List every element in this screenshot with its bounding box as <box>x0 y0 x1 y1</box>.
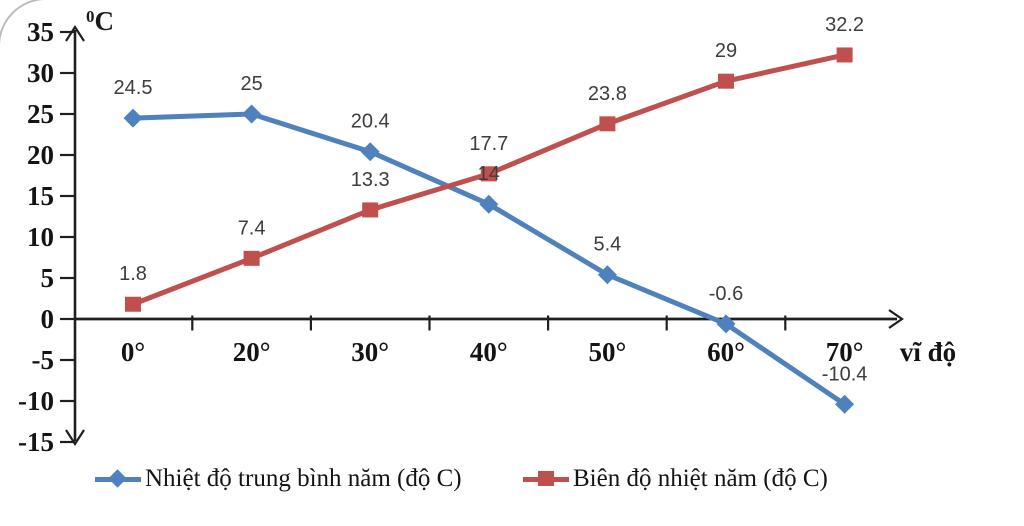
data-point-diamond <box>835 394 855 414</box>
y-tick-label: -10 <box>18 386 54 416</box>
y-axis-down-arrow-icon <box>65 429 85 447</box>
legend-swatch-blue <box>95 468 141 490</box>
data-point-square <box>718 73 734 89</box>
x-tick-label: 70° <box>826 337 864 367</box>
data-point-diamond <box>123 108 143 128</box>
y-axis-up-arrow-icon <box>65 24 85 42</box>
y-tick-label: 20 <box>27 140 54 170</box>
data-label: -10.4 <box>822 363 868 385</box>
y-tick-label: -15 <box>18 427 54 457</box>
data-point-diamond <box>716 314 736 334</box>
x-tick-label: 0° <box>121 337 145 367</box>
x-tick-label: 40° <box>470 337 508 367</box>
data-point-diamond <box>242 104 262 124</box>
data-label: 25 <box>240 73 262 95</box>
y-axis-unit-sup: 0 <box>86 7 95 26</box>
data-point-square <box>599 116 616 132</box>
data-label: 7.4 <box>238 217 266 239</box>
data-point-square <box>125 296 141 312</box>
x-tick-label: 60° <box>707 337 745 367</box>
data-point-diamond <box>360 142 380 162</box>
chart-legend: Nhiệt độ trung bình năm (độ C) Biên độ n… <box>0 464 1024 498</box>
x-tick-label: 20° <box>233 337 271 367</box>
y-tick-label: -5 <box>32 345 55 375</box>
data-label: 29 <box>715 40 737 62</box>
data-label: 13.3 <box>351 169 390 191</box>
legend-label: Nhiệt độ trung bình năm (độ C) <box>145 465 462 492</box>
y-axis-unit-label: 0C <box>86 6 114 37</box>
y-tick-label: 25 <box>27 99 54 129</box>
data-label: 14 <box>478 163 500 185</box>
y-tick-label: 0 <box>41 304 55 334</box>
data-label: 5.4 <box>593 234 621 256</box>
y-tick-label: 35 <box>27 17 54 47</box>
x-axis-title: vĩ độ <box>900 337 956 367</box>
x-axis-right-arrow-icon <box>888 309 904 329</box>
data-point-square <box>480 166 497 182</box>
data-label: 23.8 <box>588 83 627 105</box>
legend-diamond-icon <box>108 469 127 488</box>
data-label: 1.8 <box>119 263 147 285</box>
y-tick-label: 5 <box>41 263 55 293</box>
data-point-square <box>836 47 853 63</box>
data-point-diamond <box>479 194 499 214</box>
data-label: 17.7 <box>469 133 508 155</box>
data-label: 24.5 <box>114 77 153 99</box>
data-point-square <box>243 250 260 266</box>
y-tick-label: 30 <box>27 58 54 88</box>
data-label: 20.4 <box>351 111 390 133</box>
legend-swatch-red <box>523 468 569 490</box>
y-axis-unit-text: C <box>94 6 115 36</box>
legend-label: Biên độ nhiệt năm (độ C) <box>573 465 828 492</box>
legend-square-icon <box>538 471 554 486</box>
legend-item-avg-temperature: Nhiệt độ trung bình năm (độ C) <box>95 464 462 494</box>
y-tick-label: 15 <box>27 181 54 211</box>
y-tick-label: 10 <box>27 222 54 252</box>
data-label: 32.2 <box>825 14 864 36</box>
x-tick-label: 50° <box>588 337 626 367</box>
data-label: -0.6 <box>709 283 743 305</box>
x-tick-label: 30° <box>351 337 389 367</box>
data-point-diamond <box>597 265 617 285</box>
legend-item-temperature-amplitude: Biên độ nhiệt năm (độ C) <box>523 464 828 494</box>
data-point-square <box>362 202 379 218</box>
